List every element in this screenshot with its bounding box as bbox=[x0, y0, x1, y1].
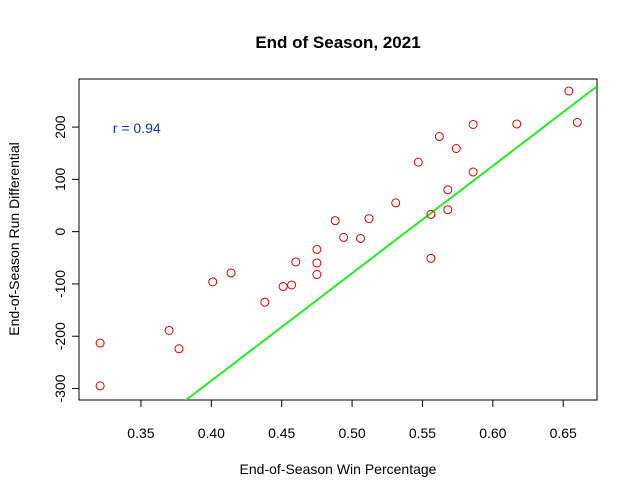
data-point bbox=[226, 268, 236, 278]
x-tick-label: 0.45 bbox=[268, 425, 295, 441]
x-tick-label: 0.40 bbox=[198, 425, 225, 441]
regression-line bbox=[184, 85, 597, 400]
data-point bbox=[443, 205, 453, 215]
chart-title: End of Season, 2021 bbox=[255, 33, 420, 52]
data-point bbox=[260, 297, 270, 307]
data-point bbox=[364, 214, 374, 224]
data-point bbox=[468, 167, 478, 177]
y-tick-label: 200 bbox=[52, 115, 68, 139]
fit-line-group bbox=[184, 85, 597, 400]
data-point bbox=[164, 325, 174, 335]
data-point bbox=[426, 209, 436, 219]
x-tick-label: 0.50 bbox=[338, 425, 365, 441]
data-point bbox=[208, 277, 218, 287]
data-point bbox=[312, 258, 322, 268]
data-point bbox=[391, 198, 401, 208]
y-tick-label: -200 bbox=[52, 322, 68, 350]
data-point bbox=[468, 119, 478, 129]
data-point bbox=[278, 282, 288, 292]
data-point bbox=[413, 157, 423, 167]
data-point bbox=[330, 216, 340, 226]
data-point bbox=[564, 86, 574, 96]
data-point bbox=[443, 185, 453, 195]
data-point bbox=[434, 132, 444, 142]
x-tick-label: 0.65 bbox=[550, 425, 577, 441]
data-point bbox=[287, 280, 297, 290]
data-point bbox=[312, 244, 322, 254]
y-tick-label: 0 bbox=[52, 228, 68, 236]
data-point bbox=[95, 381, 105, 391]
data-point bbox=[512, 119, 522, 129]
data-points bbox=[95, 86, 582, 391]
x-tick-label: 0.60 bbox=[479, 425, 506, 441]
y-tick-label: -100 bbox=[52, 270, 68, 298]
y-tick-label: -300 bbox=[52, 374, 68, 402]
data-point bbox=[451, 144, 461, 154]
y-axis: -300 -200 -100 0 100 200 bbox=[52, 115, 80, 403]
data-point bbox=[95, 338, 105, 348]
correlation-annotation: r = 0.94 bbox=[113, 120, 161, 136]
y-axis-label: End-of-Season Run Differential bbox=[6, 142, 22, 336]
y-tick-label: 100 bbox=[52, 167, 68, 191]
x-tick-label: 0.55 bbox=[409, 425, 436, 441]
data-point bbox=[356, 233, 366, 243]
data-point bbox=[572, 117, 582, 127]
data-point bbox=[291, 257, 301, 267]
data-point bbox=[339, 232, 349, 242]
x-tick-label: 0.35 bbox=[127, 425, 154, 441]
x-axis-label: End-of-Season Win Percentage bbox=[240, 461, 437, 477]
data-point bbox=[426, 253, 436, 263]
x-axis: 0.35 0.40 0.45 0.50 0.55 0.60 0.65 bbox=[127, 399, 577, 441]
data-point bbox=[174, 344, 184, 354]
data-point bbox=[312, 270, 322, 280]
